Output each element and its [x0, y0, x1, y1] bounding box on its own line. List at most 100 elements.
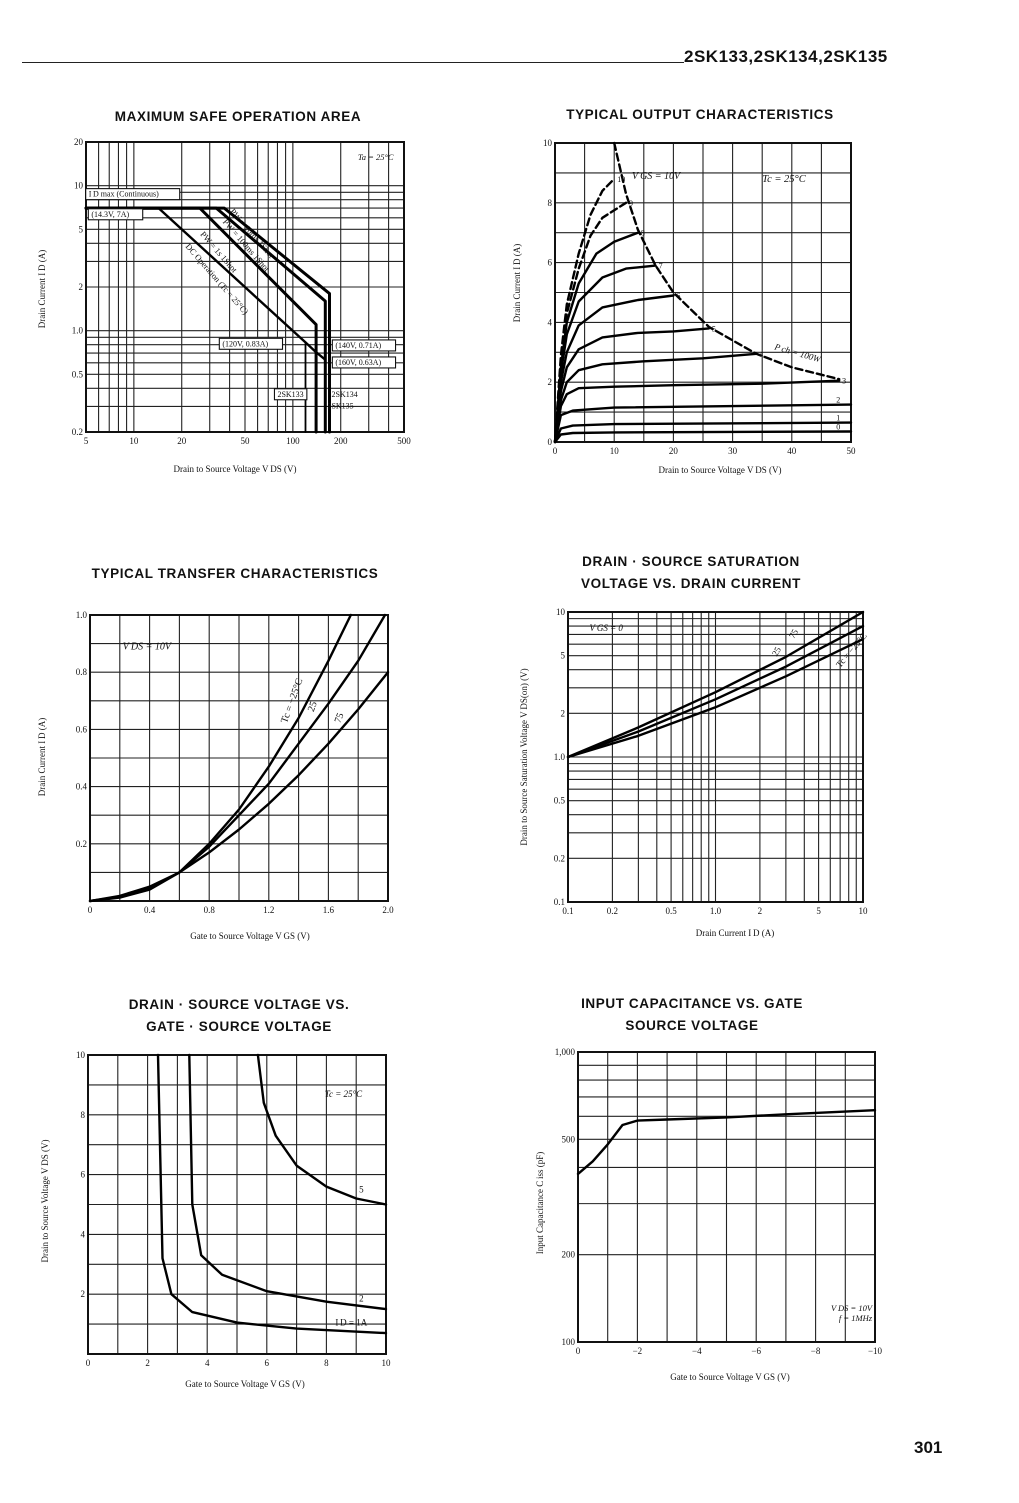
- series-label-1-s0: 0: [836, 423, 840, 432]
- series-label-1-s4: 4: [759, 350, 763, 359]
- y-tick-label-5-0: 100: [562, 1337, 576, 1347]
- series-label-4-s2: 5: [359, 1185, 364, 1195]
- y-tick-label-4-2: 4: [81, 1229, 86, 1239]
- y-tick-label-0-4: 5: [79, 224, 84, 234]
- x-tick-label-4-2: 4: [205, 1358, 210, 1368]
- y-tick-label-2-5: 1.0: [76, 610, 88, 620]
- condition-label-5a: V DS = 10V: [831, 1303, 874, 1313]
- series-label-0-2sk135: 2SK135: [327, 402, 353, 411]
- y-tick-label-4-3: 6: [81, 1170, 86, 1180]
- y-tick-label-2-3: 0.6: [76, 724, 88, 734]
- x-tick-label-0-2: 20: [177, 436, 187, 446]
- condition-label-4: Tc = 25°C: [325, 1089, 363, 1099]
- y-tick-label-4-4: 8: [81, 1110, 86, 1120]
- x-tick-label-4-5: 10: [382, 1358, 392, 1368]
- series-line-2-2: [88, 670, 390, 903]
- label-box-0-pt140: [331, 339, 397, 352]
- label-box-0-pt120: [218, 337, 284, 350]
- series-label-2-s1: 25: [306, 700, 320, 713]
- x-tick-label-0-5: 200: [334, 436, 348, 446]
- x-tick-label-4-1: 2: [145, 1358, 150, 1368]
- condition-label-1: Tc = 25°C: [762, 174, 807, 185]
- condition-label-2: V DS = 10V: [123, 641, 173, 652]
- x-tick-label-0-0: 5: [84, 436, 89, 446]
- x-tick-label-1-3: 30: [728, 446, 738, 456]
- x-tick-label-1-0: 0: [553, 446, 558, 456]
- series-label-0-pt140: (140V, 0.71A): [335, 341, 381, 350]
- y-axis-label-output: Drain Current I D (A): [512, 243, 522, 323]
- y-tick-label-3-1: 0.2: [554, 853, 565, 863]
- series-line-4-1: [188, 1053, 388, 1311]
- x-tick-label-1-1: 10: [610, 446, 620, 456]
- y-axis-label-vds-vgs: Drain to Source Voltage V DS (V): [40, 1139, 50, 1263]
- x-tick-label-3-5: 5: [816, 906, 821, 916]
- label-box-0-pt143: [87, 208, 144, 221]
- series-label-1-s10: 10: [617, 175, 625, 184]
- x-axis-label-saturation: Drain Current I D (A): [695, 928, 775, 938]
- y-tick-label-1-0: 0: [548, 437, 553, 447]
- series-line-1-5: [553, 327, 711, 444]
- chart-soa: 5 10 20 50 100 200 500 0.2 0.5 1.0 2 5 10 20 I D max (…: [72, 137, 412, 446]
- y-tick-label-0-2: 1.0: [72, 326, 84, 336]
- series-label-1-s7: 7: [659, 262, 663, 271]
- series-line-3-2: [566, 610, 865, 759]
- x-tick-label-1-5: 50: [847, 446, 857, 456]
- y-tick-label-1-2: 4: [548, 317, 553, 327]
- y-tick-label-0-1: 0.5: [72, 369, 84, 379]
- series-line-3-0: [566, 637, 865, 759]
- series-line-1-8: [553, 231, 640, 444]
- series-label-0-2sk133: 2SK133: [277, 390, 303, 399]
- label-box-0-2sk133: [273, 388, 308, 401]
- series-label-0-pt143: (14.3V, 7A): [91, 210, 129, 219]
- x-tick-label-3-1: 0.2: [607, 906, 618, 916]
- x-tick-label-2-1: 0.4: [144, 905, 156, 915]
- y-axis-label-soa: Drain Current I D (A): [37, 249, 47, 329]
- annotation-pch: P ch = 100W: [773, 341, 824, 364]
- x-tick-label-2-5: 2.0: [382, 905, 394, 915]
- x-axis-label-soa: Drain to Source Voltage V DS (V): [173, 464, 297, 474]
- series-label-3-s2: 75: [787, 627, 800, 640]
- y-tick-label-3-6: 10: [556, 607, 566, 617]
- y-tick-label-3-4: 2: [561, 708, 566, 718]
- y-axis-label-capacitance: Input Capacitance C iss (pF): [535, 1151, 545, 1255]
- series-line-4-0: [156, 1053, 388, 1335]
- x-tick-label-0-4: 100: [286, 436, 300, 446]
- y-tick-label-1-3: 6: [548, 258, 553, 268]
- y-tick-label-5-3: 1,000: [555, 1047, 576, 1057]
- condition-label-5b: f = 1MHz: [839, 1313, 873, 1323]
- y-tick-label-4-5: 10: [76, 1050, 86, 1060]
- header-rule: [22, 62, 684, 63]
- y-tick-label-1-5: 10: [543, 138, 553, 148]
- x-tick-label-5-2: −4: [692, 1346, 702, 1356]
- x-tick-label-4-3: 6: [265, 1358, 270, 1368]
- y-tick-label-5-1: 200: [562, 1250, 576, 1260]
- condition-label-0: Ta = 25°C: [358, 152, 394, 162]
- series-label-2-s2: 75: [333, 712, 347, 725]
- series-label-4-s1: 2: [359, 1294, 364, 1304]
- series-line-1-11: [612, 141, 841, 381]
- label-box-0-pt160: [331, 356, 397, 369]
- chart-title-transfer: TYPICAL TRANSFER CHARACTERISTICS: [91, 566, 379, 581]
- x-tick-label-4-4: 8: [324, 1358, 329, 1368]
- series-label-4-s0: I D = 1A: [335, 1318, 367, 1328]
- label-box-0-idmax: [85, 188, 181, 201]
- y-tick-label-3-3: 1.0: [554, 752, 566, 762]
- x-tick-label-5-4: −8: [811, 1346, 821, 1356]
- series-line-3-1: [566, 624, 865, 759]
- document-title: 2SK133,2SK134,2SK135: [684, 47, 888, 66]
- plot-frame-1: [554, 142, 852, 443]
- chart-vds-vgs: 0 2 4 6 8 10 2 4 6 8 10 Tc = 25°C I D = 1A 2 5: [76, 1050, 392, 1368]
- series-label-1-s6: 6: [676, 291, 680, 300]
- series-label-0-idmax: I D max (Continuous): [89, 190, 159, 199]
- series-label-1-s3: 3: [842, 377, 846, 386]
- x-tick-label-4-0: 0: [86, 1358, 91, 1368]
- x-tick-label-1-4: 40: [787, 446, 797, 456]
- chart-title-soa: MAXIMUM SAFE OPERATION AREA: [114, 109, 362, 124]
- x-tick-label-5-5: −10: [868, 1346, 883, 1356]
- y-tick-label-3-2: 0.5: [554, 796, 566, 806]
- y-tick-label-4-1: 2: [81, 1289, 86, 1299]
- series-line-4-2: [256, 1053, 388, 1206]
- x-tick-label-3-0: 0.1: [562, 906, 573, 916]
- y-tick-label-2-4: 0.8: [76, 667, 88, 677]
